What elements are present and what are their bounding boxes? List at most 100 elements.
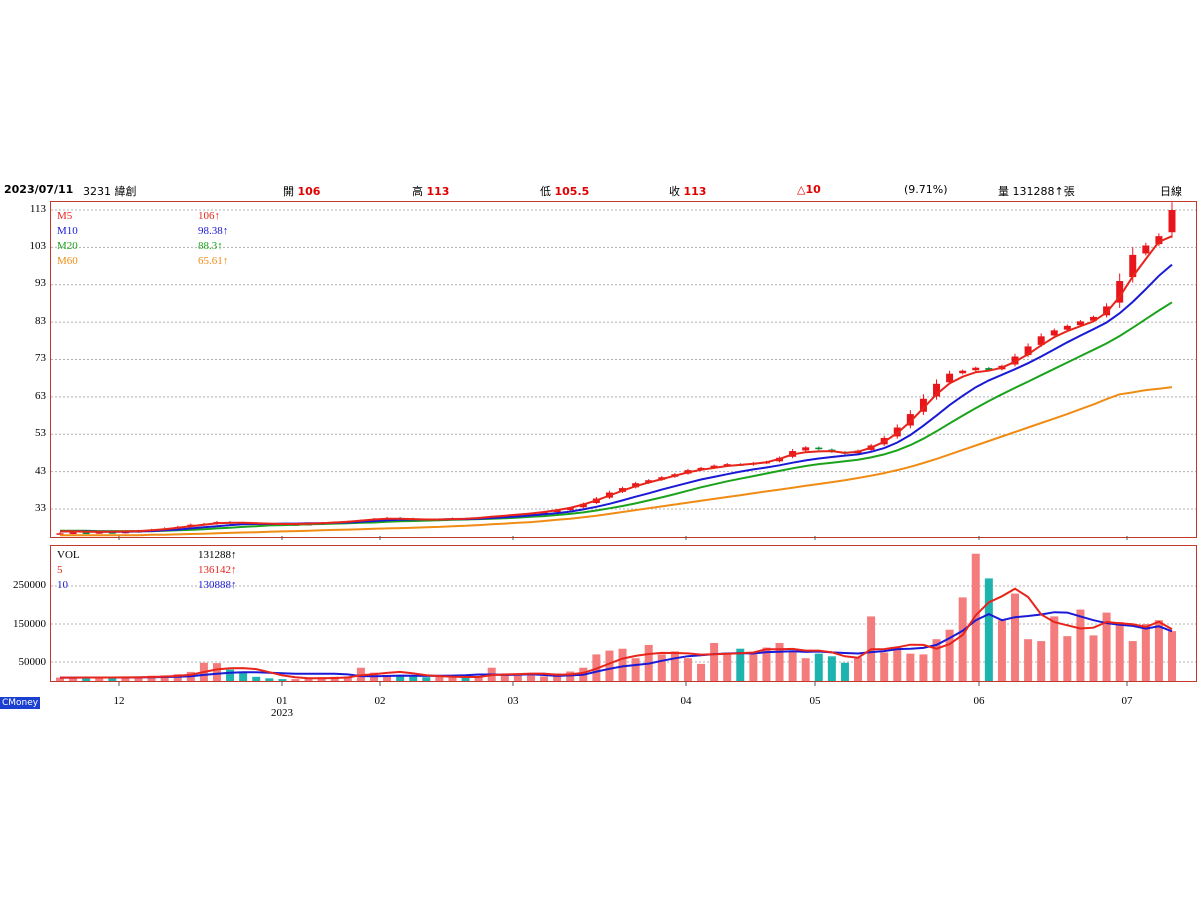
- m10-line: [60, 263, 1173, 533]
- volume-bar: [880, 652, 889, 681]
- header-volume: 量 131288↑張: [998, 185, 1075, 198]
- volume-bar: [736, 648, 745, 681]
- volume-bar: [95, 677, 104, 681]
- volume-bar: [278, 679, 287, 681]
- volume-bar: [461, 677, 470, 681]
- price-panel: [50, 201, 1197, 538]
- header-date: 2023/07/11: [4, 183, 74, 196]
- candle-body: [972, 367, 980, 371]
- volume-bar: [304, 677, 313, 681]
- volume-bar: [513, 675, 522, 681]
- volume-bar: [997, 620, 1006, 681]
- volume-bar: [971, 553, 980, 681]
- volume-bar: [396, 675, 405, 681]
- price-y-tick: 93: [35, 277, 46, 289]
- volume-bar: [422, 677, 431, 681]
- volume-bar: [147, 675, 156, 681]
- volume-bar: [134, 677, 143, 681]
- volume-bar: [1141, 624, 1150, 681]
- volume-bar: [1089, 635, 1098, 681]
- price-y-tick: 113: [29, 203, 46, 215]
- header-code: 3231 緯創: [83, 185, 137, 198]
- legend-m60-value: 65.61↑: [198, 255, 229, 267]
- volume-bar: [840, 662, 849, 681]
- legend-m20-value: 88.3↑: [198, 240, 223, 252]
- x-tick: 01: [276, 695, 288, 707]
- candle-body: [985, 368, 993, 370]
- legend-vol5-value: 136142↑: [198, 564, 237, 576]
- candle-body: [1050, 330, 1058, 336]
- candle-body: [946, 373, 954, 383]
- volume-bar: [252, 676, 261, 681]
- candle-body: [1155, 236, 1163, 245]
- volume-bar: [657, 654, 666, 681]
- volume-bar: [1102, 612, 1111, 681]
- header-change: △10: [797, 183, 821, 196]
- volume-bar: [239, 673, 248, 681]
- candle-body: [1037, 336, 1045, 345]
- price-y-tick: 43: [35, 465, 46, 477]
- volume-bar: [409, 676, 418, 681]
- volume-bar: [932, 639, 941, 681]
- volume-bar: [618, 648, 627, 681]
- volume-bar: [383, 674, 392, 681]
- candle-body: [710, 465, 718, 468]
- volume-bar: [1115, 622, 1124, 681]
- legend-vol5-name: 5: [57, 564, 63, 576]
- volume-y-tick: 50000: [18, 656, 47, 668]
- volume-bar: [945, 629, 954, 681]
- price-y-tick: 83: [35, 315, 46, 327]
- volume-ma5-line: [60, 587, 1173, 680]
- volume-y-tick: 150000: [13, 618, 46, 630]
- candle-body: [108, 532, 116, 534]
- header-high: 高 113: [412, 185, 450, 198]
- candle-body: [95, 532, 103, 534]
- legend-vol10-value: 130888↑: [198, 579, 237, 591]
- legend-m5-value: 106↑: [198, 210, 220, 222]
- legend-m60-name: M60: [57, 255, 78, 267]
- volume-bar: [749, 654, 758, 681]
- price-y-tick: 53: [35, 427, 46, 439]
- x-tick: 04: [680, 695, 692, 707]
- cmoney-logo: CMoney: [0, 697, 40, 709]
- candle-body: [69, 532, 77, 535]
- volume-bar: [854, 657, 863, 681]
- volume-bar: [540, 676, 549, 681]
- candle-body: [723, 464, 731, 466]
- legend-m10-value: 98.38↑: [198, 225, 229, 237]
- volume-bar: [1063, 636, 1072, 681]
- candle-body: [553, 510, 561, 513]
- candle-body: [56, 533, 64, 535]
- price-y-tick: 73: [35, 352, 46, 364]
- volume-bar: [906, 653, 915, 681]
- x-tick: 12: [113, 695, 125, 707]
- x-tick: 05: [809, 695, 821, 707]
- volume-bar: [723, 652, 732, 681]
- candle-body: [815, 447, 823, 450]
- x-tick: 07: [1121, 695, 1133, 707]
- candle-body: [1076, 321, 1084, 326]
- legend-m5-name: M5: [57, 210, 73, 222]
- volume-bar: [212, 663, 221, 681]
- volume-bar: [958, 597, 967, 681]
- volume-bar: [56, 677, 64, 681]
- volume-bar: [788, 650, 797, 681]
- candle-body: [540, 512, 548, 514]
- volume-bar: [553, 673, 562, 681]
- volume-bar: [605, 650, 614, 681]
- volume-bar: [82, 677, 91, 681]
- volume-bar: [1076, 609, 1085, 681]
- x-year: 2023: [271, 707, 293, 719]
- volume-bar: [1128, 641, 1137, 681]
- header-change-pct: (9.71%): [904, 183, 948, 196]
- header-period: 日線: [1160, 185, 1182, 198]
- volume-bar: [526, 674, 535, 681]
- volume-bar: [1011, 593, 1020, 681]
- m5-line: [60, 235, 1173, 533]
- price-y-tick: 103: [29, 240, 47, 252]
- volume-bar: [631, 658, 640, 681]
- x-tick: 02: [374, 695, 386, 707]
- volume-bar: [919, 654, 928, 681]
- header-open: 開 106: [283, 185, 321, 198]
